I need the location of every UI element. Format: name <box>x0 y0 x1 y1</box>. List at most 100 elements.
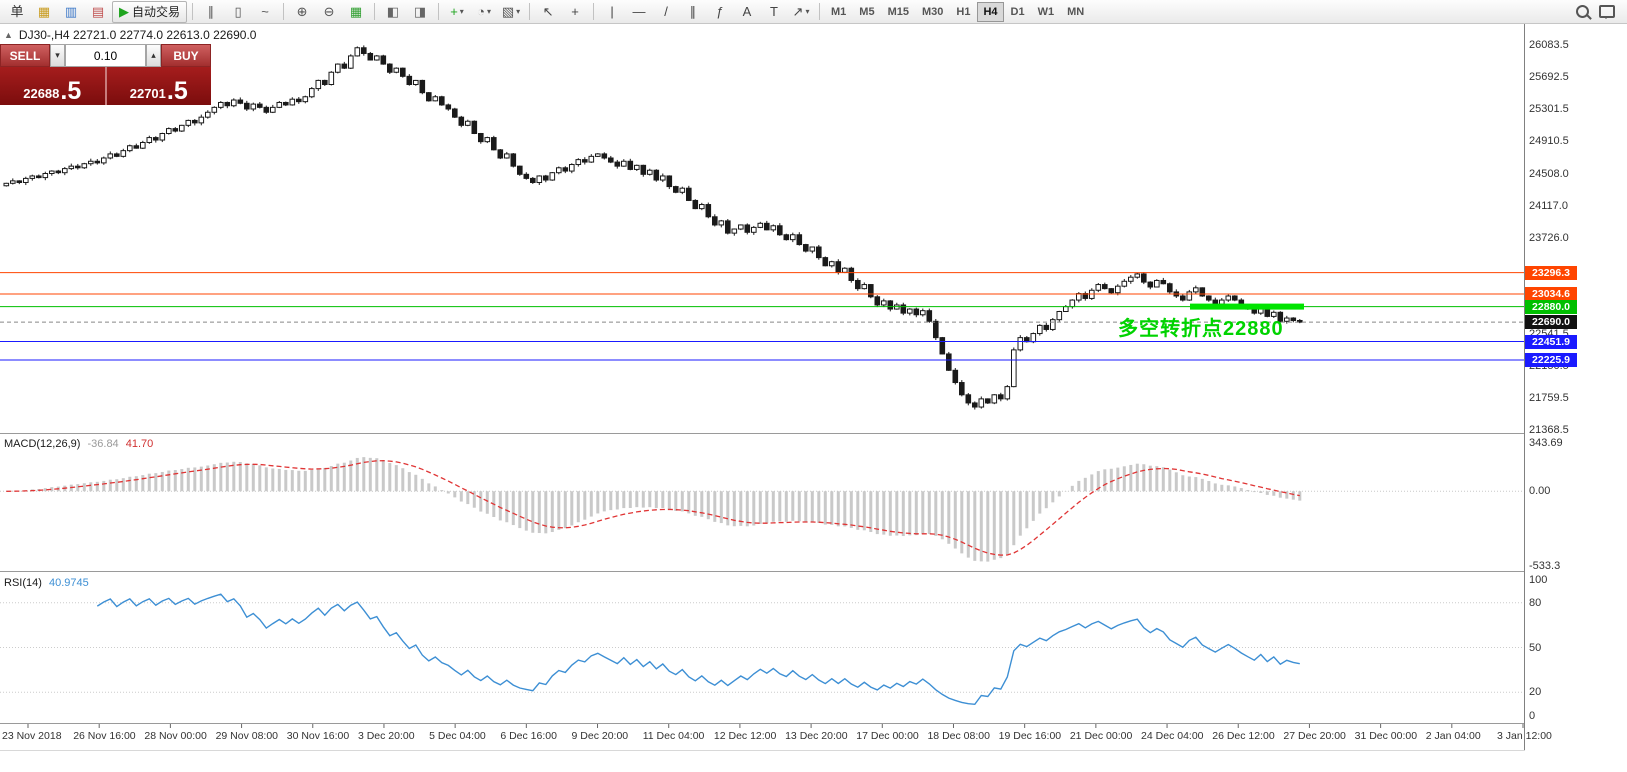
macd-scale-label: -533.3 <box>1529 560 1561 573</box>
timeframe-m30[interactable]: M30 <box>921 5 944 18</box>
channel-button[interactable]: ∥ <box>680 1 706 23</box>
collapse-panel-icon[interactable]: ▲ <box>4 30 13 40</box>
new-order-button[interactable]: 单 <box>4 1 30 23</box>
chart-annotation[interactable]: 多空转折点22880 <box>1118 318 1284 340</box>
trendline-button[interactable]: / <box>653 1 679 23</box>
price-scale-label: 26083.5 <box>1529 39 1569 52</box>
cursor-group: ↖ + <box>535 1 588 23</box>
toolbar-separator <box>374 3 376 20</box>
zoom-in-icon: ⊕ <box>296 4 308 19</box>
time-axis-label: 26 Nov 16:00 <box>73 730 136 742</box>
auto-scroll-icon: ◧ <box>386 4 400 19</box>
timeframe-w1[interactable]: W1 <box>1037 5 1055 18</box>
cursor-button[interactable]: ↖ <box>535 1 561 23</box>
indicators-button[interactable]: + ▾ <box>444 1 470 23</box>
line-chart-button[interactable]: ~ <box>252 1 278 23</box>
line-chart-icon: ~ <box>261 4 269 19</box>
layout-group: ◧ ◨ <box>380 1 433 23</box>
horizontal-line-icon: — <box>632 4 646 19</box>
timeframe-m1[interactable]: M1 <box>831 5 847 18</box>
buy-button[interactable]: BUY <box>161 44 211 67</box>
timeframe-m15[interactable]: M15 <box>887 5 909 18</box>
rsi-scale-label: 0 <box>1529 710 1536 722</box>
time-axis-label: 3 Dec 20:00 <box>357 730 415 742</box>
label-button[interactable]: T <box>761 1 787 23</box>
buy-price-main: 22701 <box>129 86 166 101</box>
chart-window: ▲ DJ30-,H4 22721.0 22774.0 22613.0 22690… <box>0 24 1627 772</box>
horizontal-line-button[interactable]: — <box>626 1 652 23</box>
price-level-badge: 22225.9 <box>1525 353 1577 367</box>
sell-price-frac: .5 <box>60 77 82 105</box>
price-scale[interactable]: 26083.5 25692.5 25301.5 24910.5 24508.0 24117… <box>1525 24 1627 772</box>
indicators-icon: + <box>450 4 458 19</box>
timeframe-h1[interactable]: H1 <box>956 5 971 18</box>
toolbar-separator <box>593 3 595 20</box>
indicators-button-caret-icon[interactable]: ▾ <box>459 7 464 16</box>
time-axis-label: 3 Jan 12:00 <box>1497 730 1552 742</box>
vertical-line-button[interactable]: | <box>599 1 625 23</box>
time-axis-label: 28 Nov 00:00 <box>144 730 207 742</box>
price-level-badge: 22880.0 <box>1525 299 1577 314</box>
auto-scroll-button[interactable]: ◧ <box>380 1 406 23</box>
templates-button[interactable]: ▧ ▾ <box>498 1 524 23</box>
arrows-icon: ↗ <box>792 4 804 19</box>
vertical-line-icon: | <box>610 4 614 19</box>
time-axis-label: 9 Dec 20:00 <box>571 730 629 742</box>
time-axis-label: 18 Dec 08:00 <box>927 730 990 742</box>
time-axis-label: 23 Nov 2018 <box>2 730 62 742</box>
chart-canvas[interactable] <box>0 24 1627 772</box>
chat-icon[interactable] <box>1599 5 1615 19</box>
arrows-button-caret-icon[interactable]: ▾ <box>805 7 810 16</box>
time-axis-label: 31 Dec 00:00 <box>1354 730 1418 742</box>
text-icon: A <box>742 4 752 19</box>
zoom-group: ⊕ ⊖ ▦ <box>289 1 369 23</box>
time-axis[interactable]: 23 Nov 2018 26 Nov 16:00 28 Nov 00:00 29 No… <box>0 724 1627 750</box>
price-scale-label: 24508.0 <box>1529 167 1569 180</box>
rsi-scale-label: 20 <box>1529 686 1542 699</box>
time-axis-label: 21 Dec 00:00 <box>1069 730 1133 742</box>
timeframe-mn[interactable]: MN <box>1067 5 1085 18</box>
time-axis-label: 5 Dec 04:00 <box>429 730 486 742</box>
volume-down-button[interactable]: ▾ <box>50 44 65 67</box>
sell-button[interactable]: SELL <box>0 44 50 67</box>
text-button[interactable]: A <box>734 1 760 23</box>
periods-button[interactable]: ◔ ▾ <box>471 1 497 23</box>
cursor-icon: ↖ <box>542 4 554 19</box>
periods-button-caret-icon[interactable]: ▾ <box>486 7 491 16</box>
timeframe-d1[interactable]: D1 <box>1010 5 1025 18</box>
tile-windows-button[interactable]: ▦ <box>343 1 369 23</box>
price-scale-label: 24117.0 <box>1529 199 1568 212</box>
market-watch-button[interactable]: ▥ <box>58 1 84 23</box>
chart-shift-button[interactable]: ◨ <box>407 1 433 23</box>
buy-price[interactable]: 22701 .5 <box>106 67 211 105</box>
timeframe-h4[interactable]: H4 <box>977 1 1004 22</box>
candlestick-chart-button[interactable]: ▯ <box>225 1 251 23</box>
toolbar: 单 ▦ ▥ ▤ ▶ 自动交易 ∥ ▯ ~ ⊕ ⊖ ▦ ◧ ◨ + ▾ ◔ ▾ ▧ ▾ ↖ + | — / ∥ ƒ A T ↗ ▾ M1 M5 M1… <box>0 0 1627 24</box>
zoom-out-button[interactable]: ⊖ <box>316 1 342 23</box>
search-icon[interactable] <box>1576 5 1589 18</box>
chart-shift-icon: ◨ <box>413 4 427 19</box>
new-order-icon: 单 <box>10 4 24 19</box>
tile-windows-icon: ▦ <box>349 4 363 19</box>
zoom-in-button[interactable]: ⊕ <box>289 1 315 23</box>
navigator-button[interactable]: ▤ <box>85 1 111 23</box>
templates-button-caret-icon[interactable]: ▾ <box>516 7 521 16</box>
timeframe-m5[interactable]: M5 <box>859 5 875 18</box>
crosshair-button[interactable]: + <box>562 1 588 23</box>
trendline-icon: / <box>664 4 668 19</box>
bar-chart-button[interactable]: ∥ <box>198 1 224 23</box>
volume-input[interactable] <box>65 44 146 67</box>
autotrading-button[interactable]: ▶ 自动交易 <box>112 0 188 23</box>
autotrading-button-label: 自动交易 <box>132 5 181 19</box>
toolbar-separator <box>438 3 440 20</box>
charts-button[interactable]: ▦ <box>31 1 57 23</box>
time-axis-label: 19 Dec 16:00 <box>998 730 1062 742</box>
volume-up-button[interactable]: ▴ <box>146 44 161 67</box>
sell-price[interactable]: 22688 .5 <box>0 67 105 105</box>
arrows-button[interactable]: ↗ ▾ <box>788 1 814 23</box>
fibonacci-button[interactable]: ƒ <box>707 1 733 23</box>
time-axis-label: 27 Dec 20:00 <box>1283 730 1346 742</box>
time-axis-label: 12 Dec 12:00 <box>713 730 777 742</box>
timeframe-group: M1 M5 M15 M30 H1 H4 D1 W1 MN <box>825 1 1090 22</box>
time-axis-label: 6 Dec 16:00 <box>500 730 557 742</box>
